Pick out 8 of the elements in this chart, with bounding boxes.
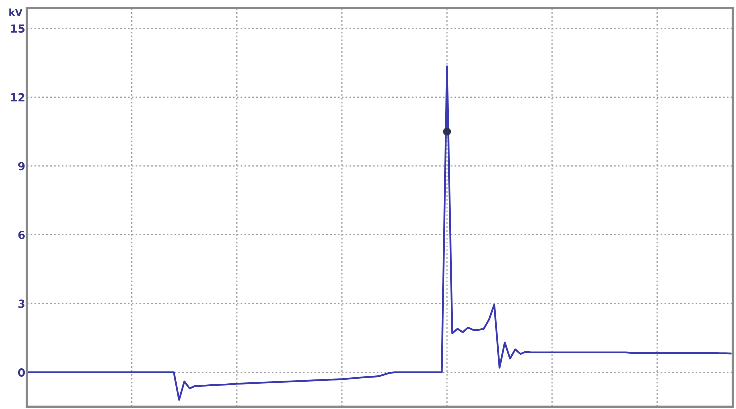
y-tick-label: 3 [18,300,25,308]
y-tick-label: 6 [18,230,26,240]
y-tick-label: 0 [18,368,26,377]
y-tick-label: 15 [11,24,25,34]
line-series [27,66,732,401]
y-axis-title: kV [10,8,23,16]
y-tick-label: 9 [18,162,25,171]
y-tick-label: 12 [11,93,25,102]
